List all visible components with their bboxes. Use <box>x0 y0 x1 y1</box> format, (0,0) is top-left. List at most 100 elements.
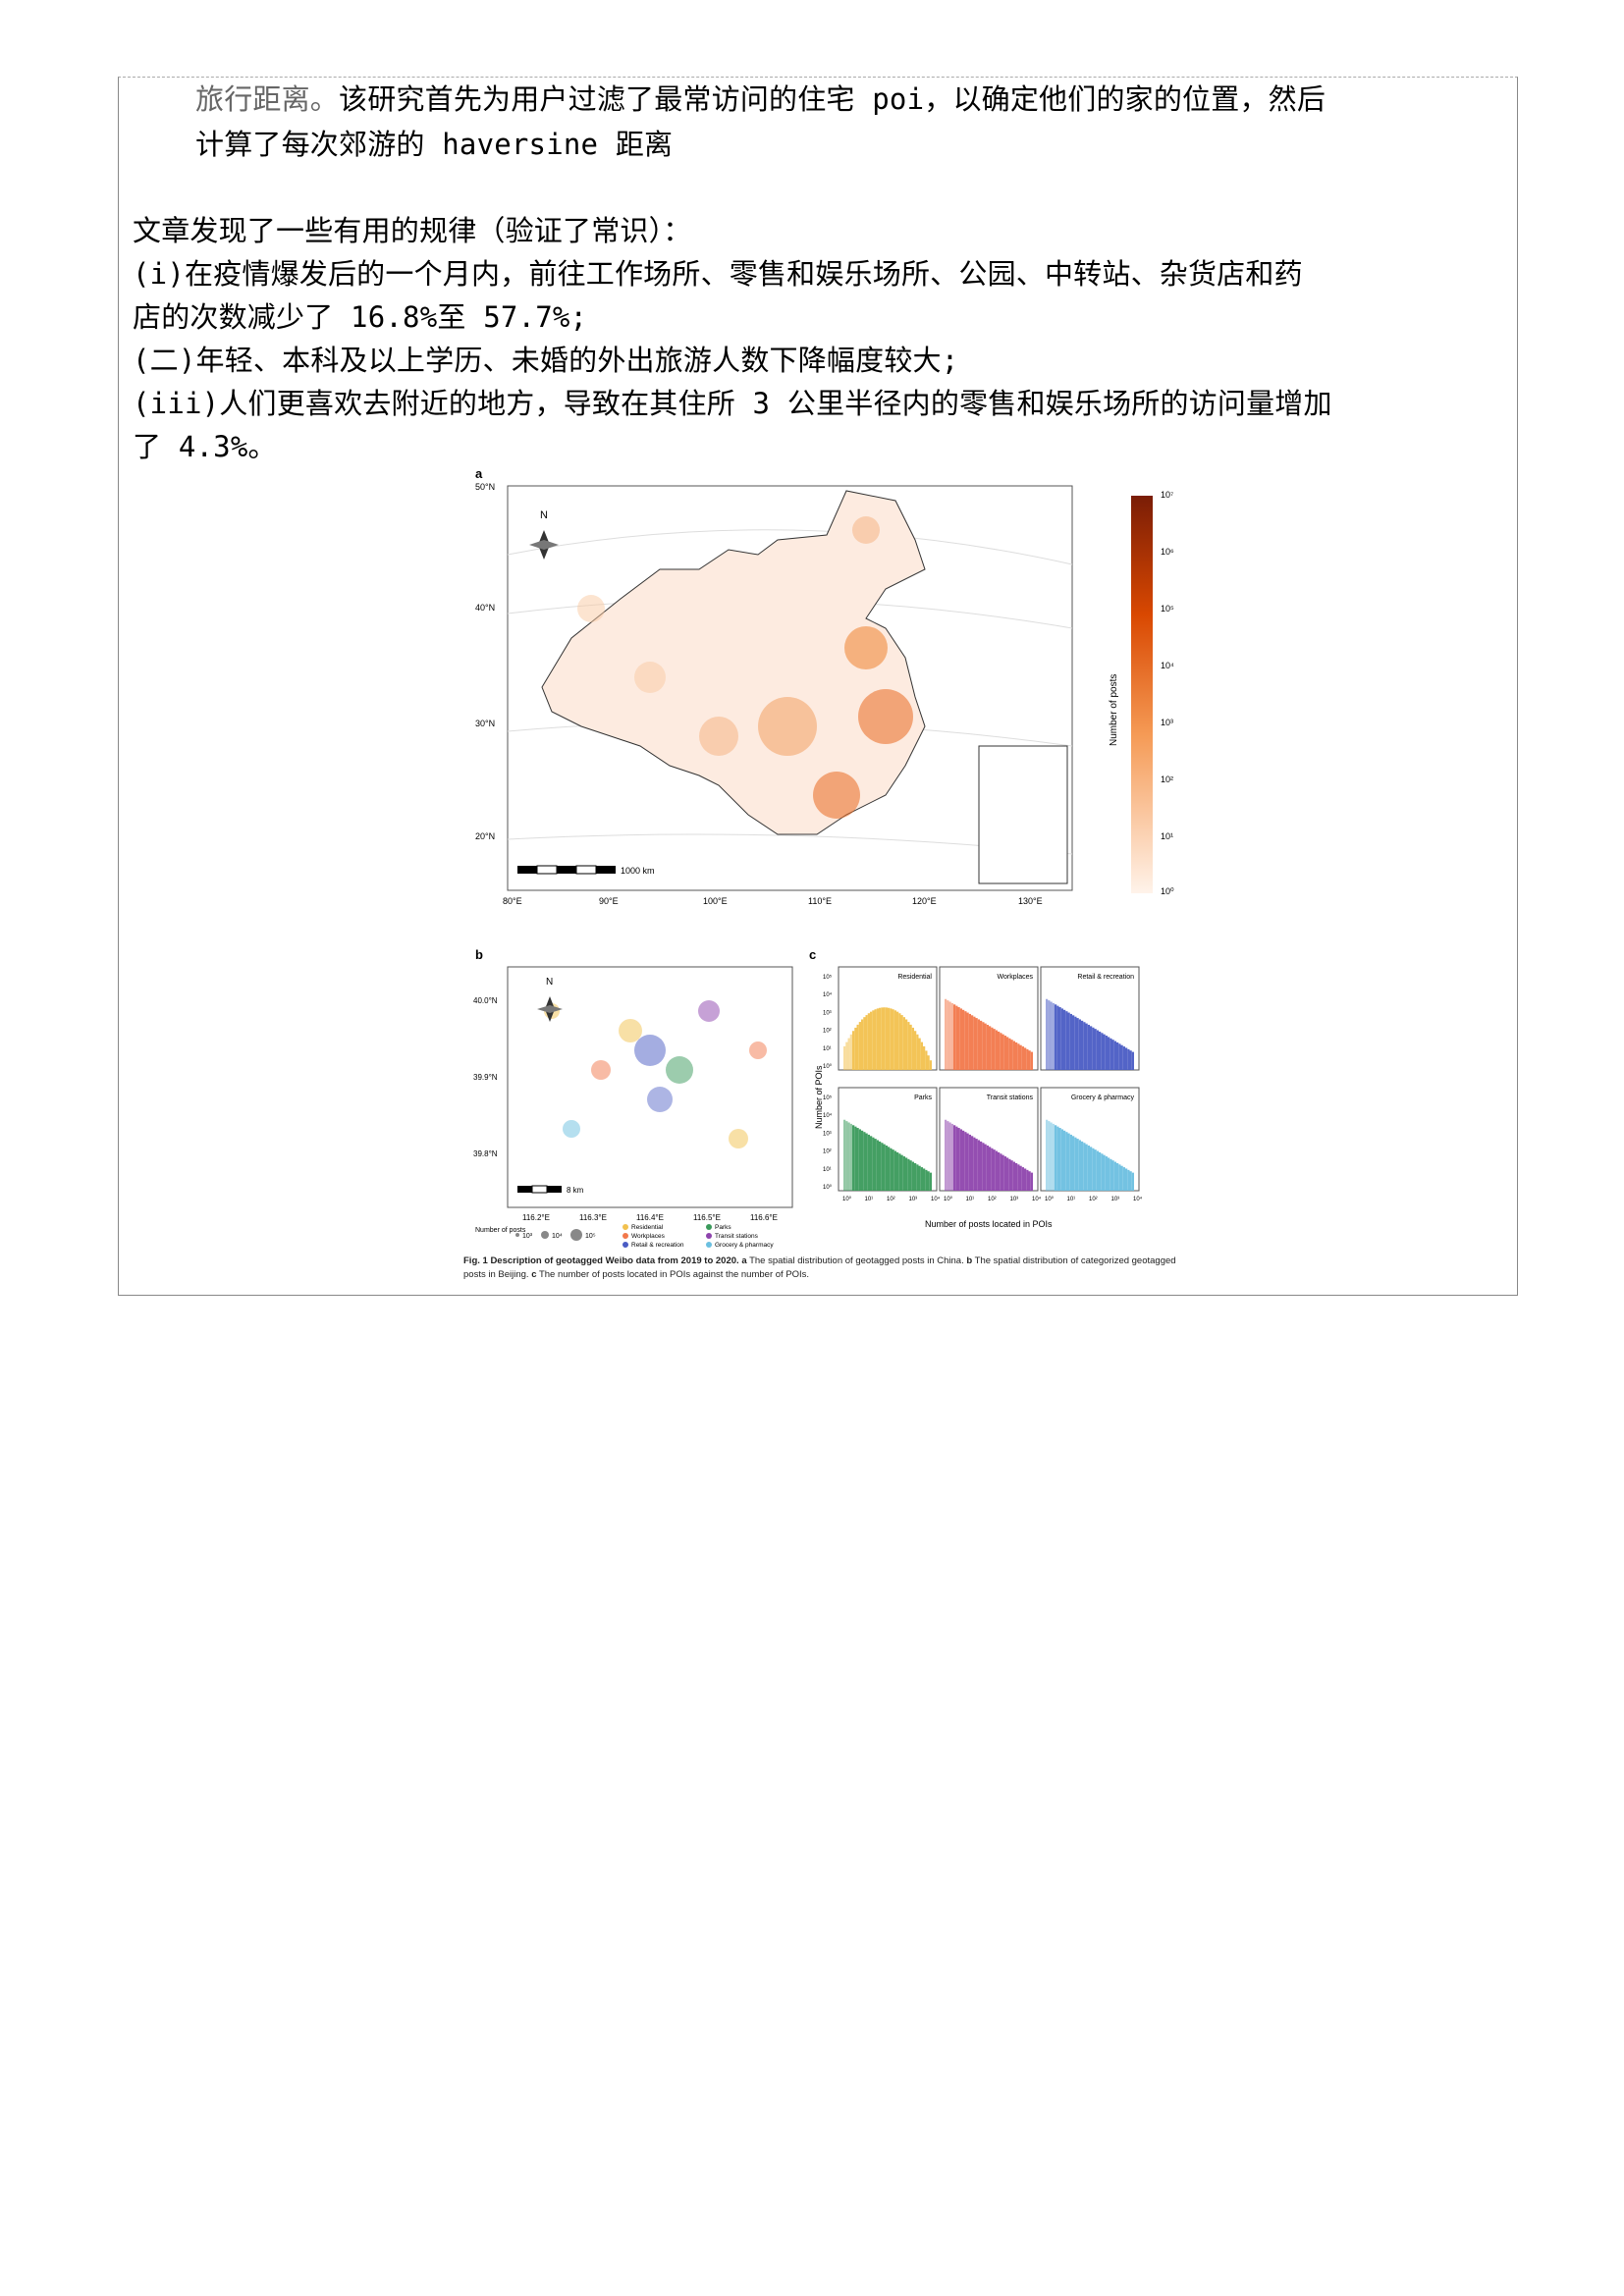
histogram-bar <box>1021 1167 1024 1191</box>
compass-n: N <box>540 509 548 521</box>
histogram-bar <box>881 1143 884 1191</box>
histogram-bar <box>1076 1139 1079 1191</box>
poi-bubble <box>729 1129 748 1148</box>
histogram-bar <box>1012 1041 1015 1070</box>
histogram-bar <box>1101 1153 1104 1191</box>
panel-a-label: a <box>475 466 483 481</box>
histogram-bar <box>998 1151 1001 1191</box>
panel-c-grid: Residential Workplaces Retail & recreation… <box>823 966 1143 1202</box>
text-line-3: 文章发现了一些有用的规律（验证了常识）： <box>133 214 692 247</box>
histogram-bar <box>955 1005 958 1070</box>
histogram-bar <box>971 1015 974 1070</box>
histogram-bar <box>1006 1157 1009 1191</box>
histogram-bar <box>1048 1000 1051 1070</box>
histogram-bar <box>1015 1162 1018 1191</box>
histogram-bar <box>1129 1171 1132 1191</box>
histogram-bar <box>1065 1011 1068 1070</box>
legend-label: Parks <box>715 1224 731 1231</box>
histogram-bar <box>1056 1005 1059 1070</box>
text-line-2: 计算了每次郊游的 haversine 距离 <box>195 128 674 161</box>
posts-hotspot <box>758 697 817 756</box>
histogram-title: Workplaces <box>998 974 1034 981</box>
poi-bubble <box>591 1060 611 1080</box>
histogram-bar <box>957 1007 960 1070</box>
histogram-bar <box>948 1122 951 1191</box>
poi-bubble <box>698 1000 720 1022</box>
histogram-bar <box>1003 1036 1006 1070</box>
histogram-bar <box>1078 1140 1081 1191</box>
histogram-title: Grocery & pharmacy <box>1071 1095 1135 1101</box>
poi-bubble <box>619 1019 642 1042</box>
y-tick-label: 10⁵ <box>823 1095 833 1101</box>
histogram-bar <box>1105 1156 1108 1191</box>
text-line-6: (二)年轻、本科及以上学历、未婚的外出旅游人数下降幅度较大; <box>133 344 959 377</box>
y-tick-label: 10² <box>823 1029 832 1035</box>
histogram-bar <box>845 1041 848 1070</box>
y-tick-label: 10⁰ <box>823 1184 833 1191</box>
histogram-bar <box>907 1158 910 1191</box>
histogram-bar <box>1122 1046 1125 1070</box>
histogram-bar <box>982 1143 985 1191</box>
histogram-bar <box>1111 1160 1114 1191</box>
caption-bold: Fig. 1 Description of geotagged Weibo da… <box>463 1255 739 1266</box>
histogram-bar <box>893 1010 896 1070</box>
histogram-title: Retail & recreation <box>1077 974 1134 981</box>
histogram-bar <box>1046 998 1049 1070</box>
histogram-bar <box>845 1121 848 1191</box>
histogram-bar <box>883 1144 886 1191</box>
histogram-bar <box>1060 1008 1063 1070</box>
legend-dot <box>623 1242 628 1248</box>
histogram-bar <box>1101 1033 1104 1070</box>
histogram-bar <box>1129 1050 1132 1070</box>
histogram-bar <box>1125 1047 1128 1070</box>
x-tick-label: 10² <box>988 1197 997 1202</box>
histogram-bar <box>1055 1004 1057 1070</box>
histogram-bar <box>892 1149 894 1191</box>
histogram-bar <box>1030 1051 1033 1070</box>
legend-label: Transit stations <box>715 1233 759 1240</box>
colorbar-tick: 10³ <box>1161 718 1173 727</box>
figure-svg: a N <box>473 466 1174 1249</box>
y-tick-label: 10³ <box>823 1010 832 1016</box>
histogram-bar <box>991 1027 994 1070</box>
histogram-bar <box>1125 1168 1128 1191</box>
histogram-bar <box>968 1134 971 1191</box>
histogram-bar <box>920 1167 923 1191</box>
histogram-bar <box>1065 1132 1068 1191</box>
x-tick-label: 10³ <box>909 1197 918 1202</box>
histogram-bar <box>964 1132 967 1191</box>
histogram-bar <box>893 1150 896 1191</box>
y-tick-label: 10³ <box>823 1131 832 1137</box>
histogram-bar <box>1099 1031 1102 1070</box>
legend-label: Retail & recreation <box>631 1242 684 1249</box>
histogram-bar <box>927 1171 930 1191</box>
histogram-bar <box>929 1172 932 1191</box>
south-china-sea-inset <box>978 745 1068 884</box>
legend-label: Workplaces <box>631 1233 666 1240</box>
histogram-bar <box>957 1128 960 1191</box>
histogram-bar <box>858 1129 861 1191</box>
posts-hotspot <box>634 662 666 693</box>
histogram-bar <box>900 1015 903 1070</box>
histogram-bar <box>993 1029 996 1070</box>
x-tick-label: 10⁰ <box>842 1196 852 1202</box>
x-tick-label: 10³ <box>1111 1197 1120 1202</box>
histogram-bar <box>998 1031 1001 1070</box>
china-outline <box>541 490 926 835</box>
histogram-bar <box>925 1050 928 1070</box>
histogram-bar <box>870 1011 873 1070</box>
poi-bubble <box>666 1056 693 1084</box>
poi-bubble <box>563 1120 580 1138</box>
histogram-bar <box>876 1008 879 1070</box>
x-tick-label: 10³ <box>1010 1197 1019 1202</box>
histogram-bar <box>929 1060 932 1070</box>
scale-label: 1000 km <box>621 866 655 876</box>
histogram-bar <box>959 1129 962 1191</box>
histogram-bar <box>861 1130 864 1191</box>
histogram-bar <box>1017 1043 1020 1070</box>
histogram-bar <box>986 1024 989 1070</box>
histogram-bar <box>885 1007 888 1070</box>
histogram-bar <box>1096 1030 1099 1070</box>
histogram-bar <box>1055 1125 1057 1191</box>
y-tick-label: 10⁴ <box>823 991 833 998</box>
